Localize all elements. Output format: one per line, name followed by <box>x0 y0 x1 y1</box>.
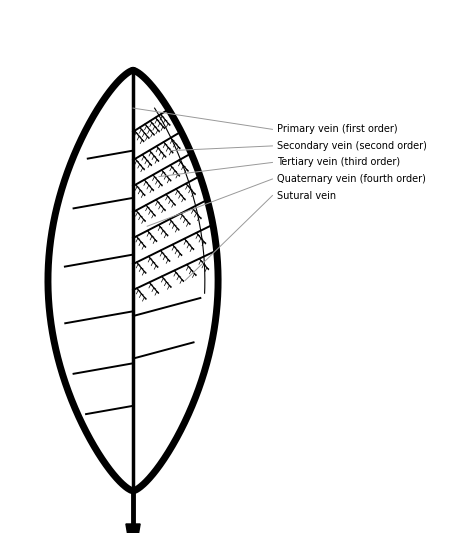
Text: Tertiary vein (third order): Tertiary vein (third order) <box>277 158 401 167</box>
Text: Primary vein (first order): Primary vein (first order) <box>277 124 398 135</box>
Text: Sutural vein: Sutural vein <box>277 190 336 201</box>
Polygon shape <box>126 524 140 547</box>
Text: Secondary vein (second order): Secondary vein (second order) <box>277 141 427 151</box>
Text: Quaternary vein (fourth order): Quaternary vein (fourth order) <box>277 174 426 184</box>
